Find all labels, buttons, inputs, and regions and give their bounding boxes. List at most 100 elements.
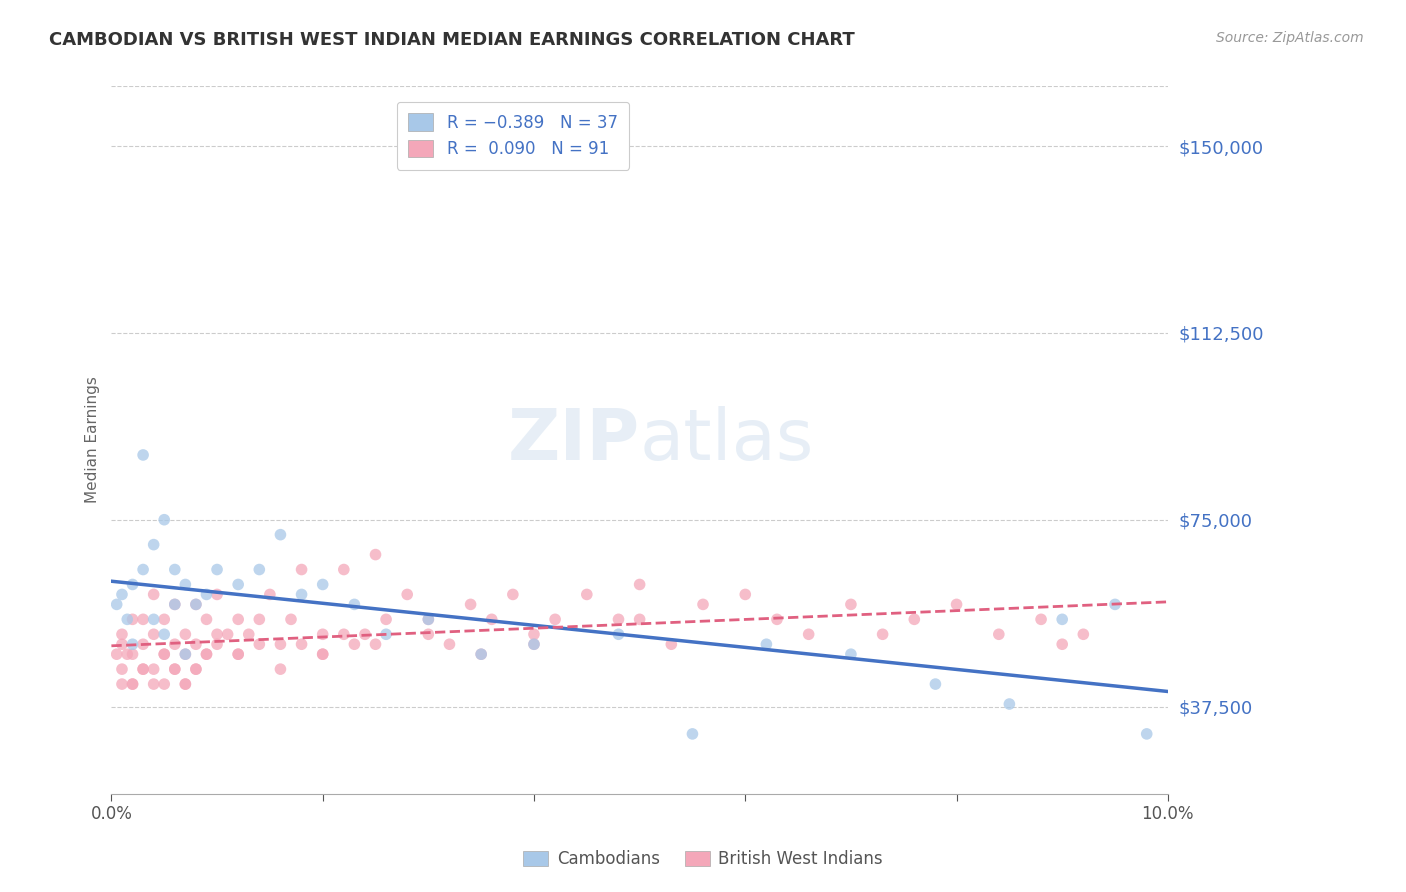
Point [470,647,492,661]
Point [163,598,186,612]
Point [333,627,356,641]
Y-axis label: Median Earnings: Median Earnings [86,376,100,503]
Point [184,637,207,651]
Point [121,647,143,661]
Legend: R = −0.389   N = 37, R =  0.090   N = 91: R = −0.389 N = 37, R = 0.090 N = 91 [396,102,630,169]
Point [998,697,1021,711]
Point [111,587,134,601]
Point [312,647,335,661]
Point [174,647,197,661]
Point [184,662,207,676]
Point [872,627,894,641]
Point [396,587,419,601]
Point [153,513,176,527]
Point [195,587,218,601]
Point [607,627,630,641]
Point [105,598,128,612]
Point [312,627,335,641]
Text: CAMBODIAN VS BRITISH WEST INDIAN MEDIAN EARNINGS CORRELATION CHART: CAMBODIAN VS BRITISH WEST INDIAN MEDIAN … [49,31,855,49]
Point [903,612,925,626]
Point [184,598,207,612]
Point [460,598,482,612]
Point [523,637,546,651]
Point [312,577,335,591]
Point [269,527,291,541]
Point [142,612,165,626]
Point [290,562,312,576]
Point [418,612,440,626]
Point [142,627,165,641]
Point [766,612,789,626]
Point [142,662,165,676]
Point [226,647,249,661]
Point [111,662,134,676]
Point [117,612,139,626]
Point [226,577,249,591]
Point [1029,612,1052,626]
Point [195,612,218,626]
Point [290,637,312,651]
Point [481,612,503,626]
Point [544,612,567,626]
Point [226,612,249,626]
Point [205,587,228,601]
Point [132,612,155,626]
Point [628,577,651,591]
Point [734,587,756,601]
Point [1104,598,1126,612]
Point [238,627,260,641]
Point [121,677,143,691]
Point [280,612,302,626]
Point [354,627,377,641]
Point [269,637,291,651]
Point [247,637,270,651]
Point [184,598,207,612]
Point [945,598,967,612]
Point [132,662,155,676]
Point [755,637,778,651]
Point [195,647,218,661]
Point [153,647,176,661]
Point [153,677,176,691]
Point [132,637,155,651]
Point [692,598,714,612]
Point [1050,612,1073,626]
Point [163,662,186,676]
Point [132,448,155,462]
Point [121,612,143,626]
Point [418,627,440,641]
Point [163,637,186,651]
Point [163,662,186,676]
Point [375,627,398,641]
Point [195,647,218,661]
Point [439,637,461,651]
Point [681,727,703,741]
Point [247,562,270,576]
Point [217,627,239,641]
Point [343,598,366,612]
Point [142,677,165,691]
Point [163,562,186,576]
Point [364,637,387,651]
Point [153,612,176,626]
Point [575,587,598,601]
Point [132,562,155,576]
Point [523,637,546,651]
Point [174,577,197,591]
Point [226,647,249,661]
Point [1136,727,1159,741]
Text: ZIP: ZIP [508,406,640,475]
Point [470,647,492,661]
Point [205,562,228,576]
Text: atlas: atlas [640,406,814,475]
Point [269,662,291,676]
Point [121,677,143,691]
Point [839,647,862,661]
Point [259,587,281,601]
Point [987,627,1010,641]
Point [117,647,139,661]
Point [174,647,197,661]
Point [607,612,630,626]
Point [105,647,128,661]
Point [111,637,134,651]
